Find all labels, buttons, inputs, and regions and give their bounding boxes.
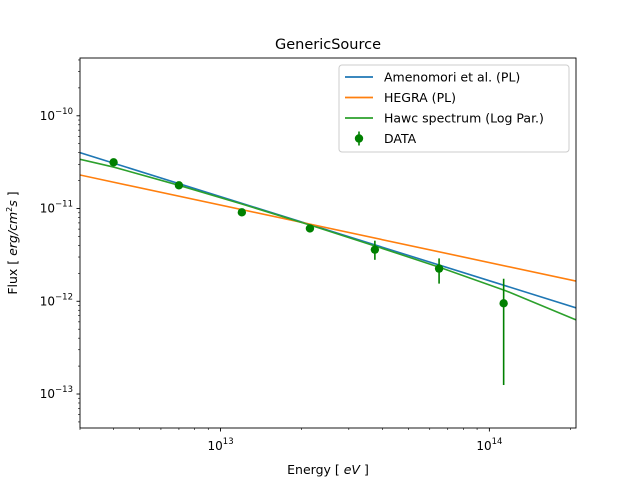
x-axis-label-suffix: ] (360, 462, 369, 477)
y-tick-label: 10−12 (40, 292, 73, 308)
legend-label: HEGRA (PL) (384, 90, 456, 105)
legend-swatch-marker (354, 134, 364, 143)
data-point (434, 264, 444, 273)
data-point (109, 158, 118, 167)
x-axis-label: Energy [ eV ] (287, 462, 369, 477)
y-axis: 10−13 10−12 10−11 10−10 (40, 59, 80, 423)
data-point (305, 224, 315, 233)
series-line-hegra-pl (80, 174, 576, 282)
y-axis-label-suffix: ] (5, 191, 20, 200)
y-tick-label: 10−11 (40, 200, 73, 216)
data-point (174, 181, 184, 190)
legend-label: Hawc spectrum (Log Par.) (384, 111, 544, 126)
legend-item: Amenomori et al. (PL) (345, 70, 520, 85)
plot-frame (79, 57, 577, 429)
data-point (370, 245, 380, 254)
x-axis-label-prefix: Energy [ (287, 462, 344, 477)
legend-item: DATA (354, 131, 417, 146)
y-axis-label-prefix: Flux [ (5, 256, 20, 295)
legend-item: Hawc spectrum (Log Par.) (345, 111, 544, 126)
legend-label: Amenomori et al. (PL) (384, 70, 520, 85)
chart-title: GenericSource (275, 37, 381, 53)
legend: Amenomori et al. (PL) HEGRA (PL) Hawc spec… (338, 64, 570, 153)
data-point (237, 208, 247, 217)
data-points (109, 158, 508, 386)
y-tick-label: 10−10 (40, 107, 73, 123)
x-axis-label-unit: eV (344, 462, 362, 477)
y-axis-label-unit-rest: s (5, 200, 20, 207)
y-axis-label-unit: erg/cm (5, 212, 20, 256)
x-tick-label: 1013 (208, 437, 234, 453)
y-axis-label-unit-exponent: 2 (5, 207, 14, 212)
data-point (499, 299, 508, 308)
legend-item: HEGRA (PL) (345, 90, 456, 105)
y-tick-label: 10−13 (40, 385, 73, 401)
legend-label: DATA (384, 131, 417, 146)
x-tick-label: 1014 (476, 437, 502, 453)
legend-box (338, 64, 570, 153)
x-axis: 1013 1014 (79, 428, 571, 453)
y-axis-label: Flux [ erg/cm2s ] (5, 191, 20, 294)
